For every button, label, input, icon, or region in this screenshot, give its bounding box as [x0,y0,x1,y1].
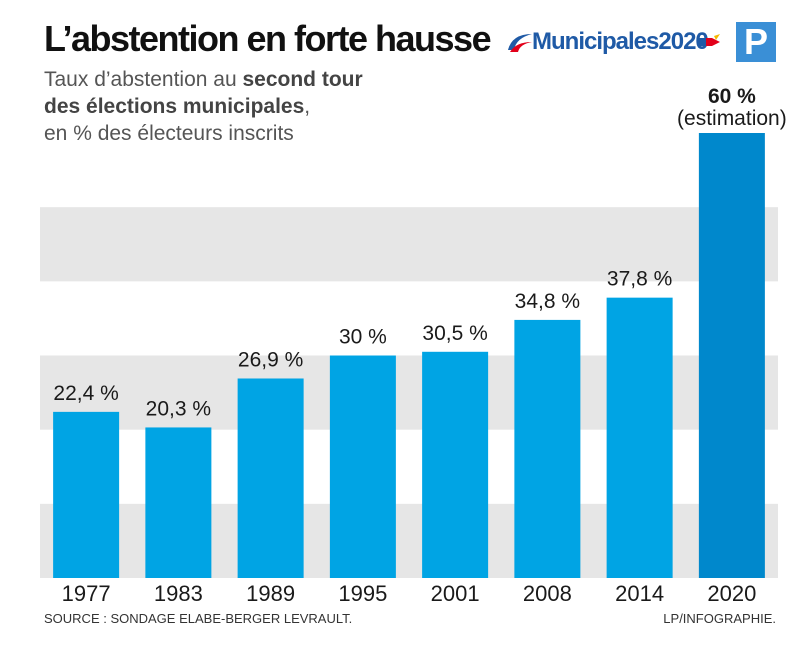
x-tick-1977: 1977 [62,581,111,606]
subtitle-line-1-plain: Taux d’abstention au [44,68,243,91]
chart-subtitle: Taux d’abstention au second tour des éle… [44,66,363,147]
bar-1983 [145,427,212,578]
x-tick-2001: 2001 [431,581,480,606]
bar-2020 [698,133,765,578]
le-parisien-logo: P [736,22,776,62]
credit-note: LP/INFOGRAPHIE. [663,611,776,626]
value-label-1977: 22,4 % [53,382,118,405]
x-tick-1995: 1995 [338,581,387,606]
value-label-1983: 20,3 % [146,397,211,420]
bar-1977 [53,411,120,578]
swoosh-icon [508,34,532,52]
subtitle-line-2: des élections municipales, [44,93,363,120]
chart-title: L’abstention en forte hausse [44,18,492,59]
subtitle-line-3: en % des électeurs inscrits [44,122,294,145]
subtitle-line-1: Taux d’abstention au second tour [44,66,363,93]
value-label-1995: 30 % [339,326,387,349]
x-tick-2008: 2008 [523,581,572,606]
subtitle-line-2-plain: , [304,95,311,118]
x-tick-2020: 2020 [707,581,756,606]
bar-1989 [237,378,304,578]
annotation-2020: (estimation) [677,107,787,130]
municipales-logo: Municipales2020 [506,28,720,56]
x-tick-2014: 2014 [615,581,664,606]
flag-arrow-icon [698,34,720,46]
value-label-2014: 37,8 % [607,268,672,291]
subtitle-line-2-bold: des élections municipales [44,95,305,118]
logo-text: Municipales2020 [532,28,709,55]
value-label-2008: 34,8 % [515,290,580,313]
bar-2008 [514,319,581,578]
bar-2014 [606,297,673,578]
subtitle-line-1-bold: second tour [242,68,363,91]
bar-2001 [422,351,489,578]
bar-1995 [329,355,396,578]
x-tick-1989: 1989 [246,581,295,606]
value-label-2001: 30,5 % [422,322,487,345]
grid-band [40,207,778,282]
value-label-1989: 26,9 % [238,348,303,371]
x-tick-1983: 1983 [154,581,203,606]
value-label-2020: 60 % [708,85,756,108]
source-note: SOURCE : SONDAGE ELABE-BERGER LEVRAULT. [44,611,353,626]
